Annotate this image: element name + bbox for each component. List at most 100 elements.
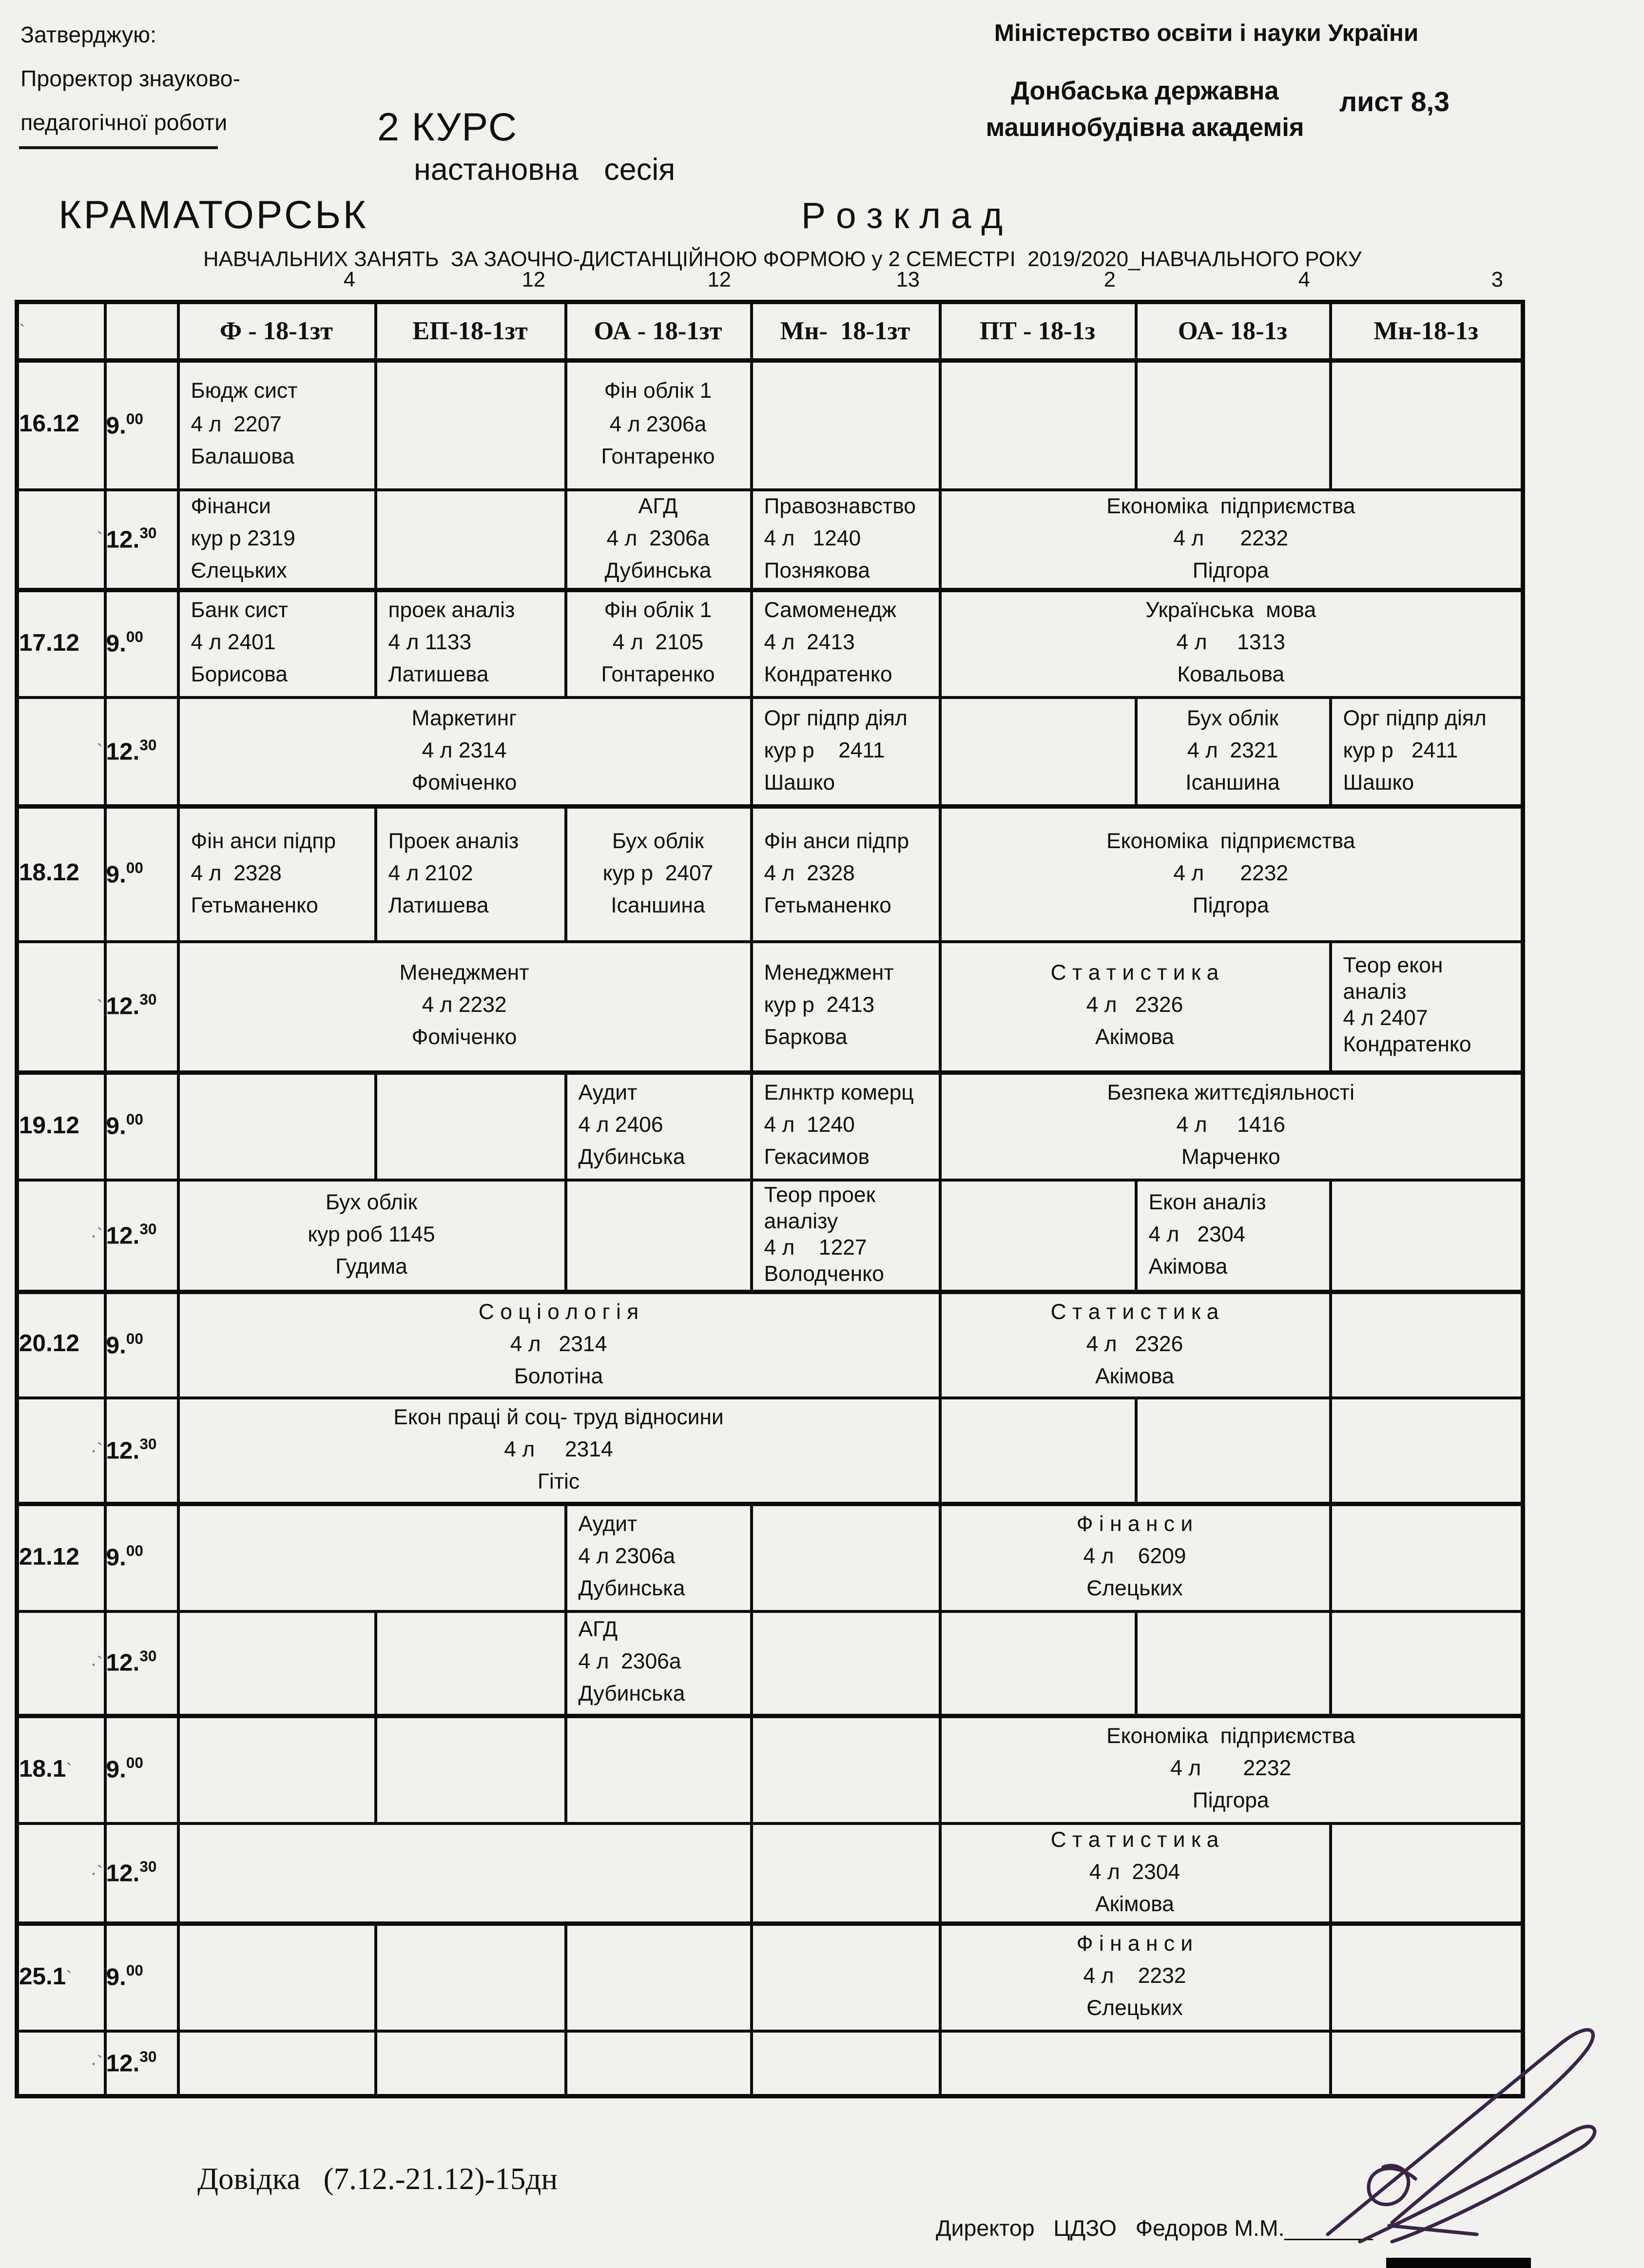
schedule-row: 16.12 9.00 Бюдж сист 4 л 2207 Балашова Фін об… xyxy=(15,359,1525,491)
schedule-subtitle: НАВЧАЛЬНИХ ЗАНЯТЬ ЗА ЗАОЧНО-ДИСТАНЦІЙНОЮ… xyxy=(203,249,1362,272)
class-cell-line: Познякова xyxy=(764,560,870,583)
class-cell-line: 4 л 2407 xyxy=(1343,1008,1428,1031)
time-minutes: 00 xyxy=(126,1330,143,1348)
class-cell-line: Ісаншина xyxy=(611,894,705,918)
time-minutes: 00 xyxy=(126,629,143,647)
class-cell: Екон аналіз 4 л 2304 Акімова xyxy=(1134,1178,1332,1295)
empty-cell xyxy=(749,1609,941,1719)
class-cell: Аудит 4 л 2306а Дубинська xyxy=(563,1502,753,1612)
class-cell: Проек аналіз 4 л 2102 Латишева xyxy=(373,805,567,943)
class-cell-line: Латишева xyxy=(388,664,489,688)
schedule-row: ·` 12.30 Екон праці й соц- труд відносини 4… xyxy=(15,1396,1525,1507)
schedule-row: ·` 12.30 xyxy=(15,2029,1525,2099)
empty-cell xyxy=(938,359,1137,491)
class-cell: Ф і н а н с и 4 л 6209 Єлецьких xyxy=(938,1502,1332,1612)
class-cell-line: 4 л 1240 xyxy=(764,527,861,551)
group-header: Мн- 18-1зт xyxy=(749,300,941,363)
class-cell: Маркетинг 4 л 2314 Фоміченко xyxy=(176,695,753,809)
date-cell: 17.12 xyxy=(15,588,106,698)
empty-cell xyxy=(749,2029,941,2099)
date-label: 17.12 xyxy=(19,630,79,657)
time-cell: 9.00 xyxy=(103,1290,179,1399)
empty-cell xyxy=(749,1922,941,2032)
class-cell-line: 4 л 2328 xyxy=(764,862,855,886)
date-cell: ` xyxy=(15,695,106,809)
counts-spacer xyxy=(15,269,102,292)
scan-corner-artifact xyxy=(1386,2258,1531,2268)
count-value: 2 xyxy=(1103,269,1116,292)
class-cell: Теор екон аналіз 4 л 2407 Кондратенко xyxy=(1328,939,1525,1075)
class-cell-line: Дубинська xyxy=(604,560,712,583)
schedule-row: 19.12 9.00 Аудит 4 л 2406 Дубинська Елнктр ко… xyxy=(15,1071,1525,1181)
approve-block: Затверджую: Проректор знауково-педагогічн… xyxy=(20,15,240,147)
class-cell-line: Акімова xyxy=(1095,1365,1174,1389)
date-label: 18.1 xyxy=(19,1756,66,1783)
time-minutes: 30 xyxy=(139,991,157,1009)
empty-cell xyxy=(373,1609,567,1719)
schedule-row: ` 12.30 Маркетинг 4 л 2314 Фоміченко Орг підп… xyxy=(15,695,1525,809)
schedule-row: ·` 12.30 Бух облік кур роб 1145 Гудима Теор п… xyxy=(15,1178,1525,1295)
class-cell-line: Гонтаренко xyxy=(601,446,715,469)
time-minutes: 30 xyxy=(139,1220,157,1238)
class-cell-line: Гетьманенко xyxy=(764,894,891,918)
class-cell-line: 4 л 2314 xyxy=(510,1333,607,1357)
class-cell-line: 4 л 2232 xyxy=(1083,1965,1186,1989)
class-cell-line: Бух облік xyxy=(325,1191,418,1215)
class-cell-line: 4 л 2326 xyxy=(1086,994,1183,1018)
schedule-row: ` 12.30 Менеджмент 4 л 2232 Фоміченко Менеджм… xyxy=(15,939,1525,1075)
empty-cell xyxy=(563,1714,753,1824)
group-header: Мн-18-1з xyxy=(1328,300,1525,363)
class-cell-line: 4 л 2406 xyxy=(578,1114,663,1138)
group-header: Ф - 18-1зт xyxy=(176,300,377,363)
class-cell-line: Теор проек xyxy=(764,1184,876,1208)
schedule-row: 18.1` 9.00 Економіка підприємства 4 л 2232 П… xyxy=(15,1714,1525,1824)
time-minutes: 00 xyxy=(126,859,143,877)
class-cell: Ф і н а н с и 4 л 2232 Єлецьких xyxy=(938,1922,1332,2032)
group-header: ЕП-18-1зт xyxy=(373,300,567,363)
date-label: 20.12 xyxy=(19,1331,79,1357)
class-cell: Фін анси підпр 4 л 2328 Гетьманенко xyxy=(176,805,377,943)
empty-cell xyxy=(373,1714,567,1824)
empty-cell xyxy=(1328,1821,1525,1926)
class-cell-line: Теор екон xyxy=(1343,955,1443,979)
date-cell: ` xyxy=(15,487,106,593)
class-cell-line: кур р 2319 xyxy=(191,527,295,551)
class-cell: Орг підпр діял кур р 2411 Шашко xyxy=(1328,695,1525,809)
class-cell-line: Менеджмент xyxy=(399,962,529,986)
class-cell-line: 4 л 2105 xyxy=(612,632,704,656)
class-cell-line: кур р 2407 xyxy=(602,862,714,886)
group-header: ОА- 18-1з xyxy=(1134,300,1332,363)
class-cell-line: Економіка підприємства xyxy=(1106,495,1355,519)
time-minutes: 00 xyxy=(126,1111,143,1129)
time-minutes: 00 xyxy=(126,410,143,428)
academy-name: Донбаська державна машинобудівна академі… xyxy=(986,76,1304,143)
class-cell-line: Фін облік 1 xyxy=(604,381,712,405)
director-line: Директор ЦДЗО Федоров М.М._______ xyxy=(936,2217,1373,2243)
empty-cell xyxy=(373,1922,567,2032)
date-column-header: ` xyxy=(15,300,106,363)
director-label: Директор ЦДЗО Федоров М.М. xyxy=(936,2217,1285,2242)
class-cell-line: Економіка підприємства xyxy=(1106,1725,1355,1749)
class-cell-line: Борисова xyxy=(191,664,288,688)
time-minutes: 30 xyxy=(139,524,157,542)
class-cell: Українська мова 4 л 1313 Ковальова xyxy=(938,588,1525,698)
empty-cell xyxy=(749,1821,941,1926)
group-header: ПТ - 18-1з xyxy=(938,300,1137,363)
group-header: ОА - 18-1зт xyxy=(563,300,753,363)
time-cell: 12.30 xyxy=(103,2029,179,2099)
class-cell-line: кур р 2413 xyxy=(764,994,875,1018)
class-cell-line: Болотіна xyxy=(514,1365,603,1389)
class-cell-line: Баркова xyxy=(764,1027,848,1051)
empty-cell xyxy=(1328,359,1525,491)
empty-cell xyxy=(176,1502,567,1612)
class-cell: Фінанси кур р 2319 Єлецьких xyxy=(176,487,377,593)
schedule-row: 17.12 9.00 Банк сист 4 л 2401 Борисова проек … xyxy=(15,588,1525,698)
class-cell-line: Самоменедж xyxy=(764,600,897,623)
empty-cell xyxy=(1328,1502,1525,1612)
class-cell-line: Гітіс xyxy=(537,1471,580,1494)
empty-cell xyxy=(563,2029,753,2099)
class-cell-line: Дубинська xyxy=(578,1684,685,1707)
date-cell: 20.12 xyxy=(15,1290,106,1399)
time-cell: 12.30 xyxy=(103,1178,179,1295)
empty-cell xyxy=(749,1714,941,1824)
